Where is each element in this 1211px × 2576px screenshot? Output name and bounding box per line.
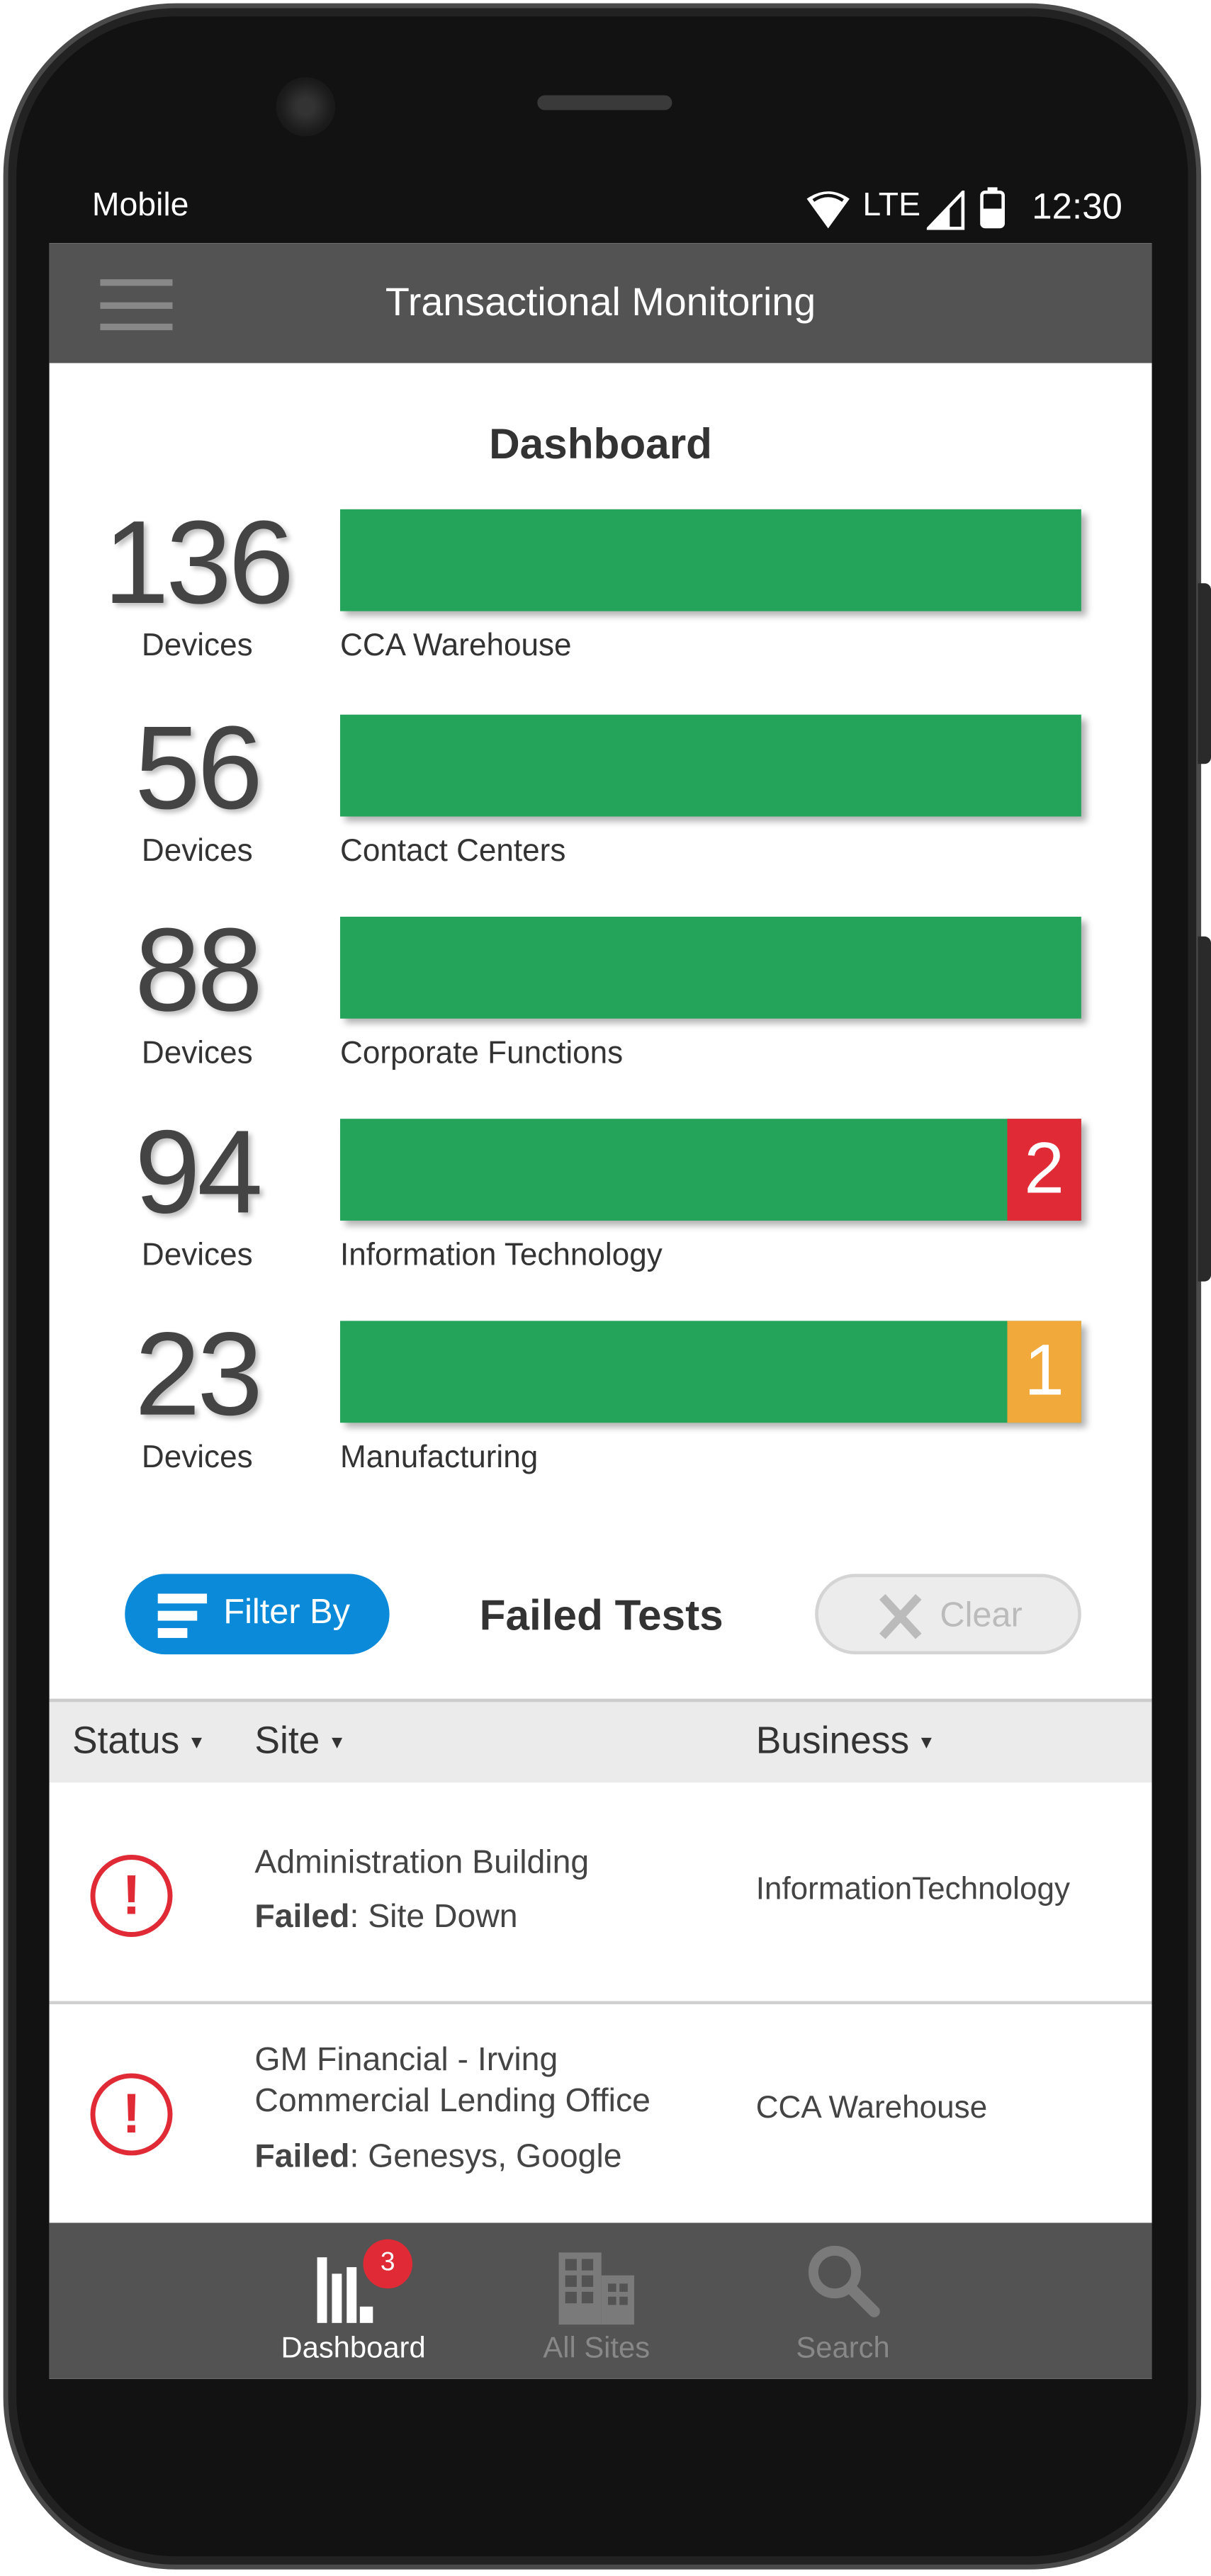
group-name: Information Technology	[340, 1238, 663, 1274]
business-name: InformationTechnology	[755, 1872, 1071, 1908]
filter-icon	[157, 1593, 208, 1638]
site-name: GM Financial - Irving	[254, 2042, 558, 2079]
clear-button[interactable]: Clear	[815, 1574, 1081, 1655]
business-name: CCA Warehouse	[755, 2091, 988, 2126]
app-bar: Transactional Monitoring	[49, 243, 1152, 363]
app-screen: Transactional Monitoring Dashboard 136 De…	[49, 243, 1152, 2379]
device-group-row[interactable]: 88 Devices Corporate Functions	[50, 905, 1152, 1121]
app-title: Transactional Monitoring	[385, 281, 816, 326]
filter-by-label: Filter By	[223, 1593, 350, 1632]
nav-dashboard[interactable]: 3 Dashboard	[254, 2222, 451, 2378]
column-site[interactable]: Site ▼	[254, 1718, 347, 1761]
column-status[interactable]: Status ▼	[72, 1718, 206, 1761]
group-name: Manufacturing	[340, 1440, 539, 1476]
group-name: Corporate Functions	[340, 1036, 624, 1071]
device-group-row[interactable]: 94 Devices 2 Information Technology	[50, 1107, 1152, 1323]
health-bar	[340, 509, 1081, 611]
table-row[interactable]: ! GM Financial - Irving Commercial Lendi…	[49, 2004, 1152, 2223]
failed-tests-title: Failed Tests	[479, 1590, 723, 1640]
bar-chart-icon	[317, 2257, 373, 2323]
search-icon	[808, 2245, 880, 2317]
wifi-icon	[806, 191, 850, 229]
speaker-grille	[537, 95, 672, 111]
power-button	[1198, 936, 1211, 1282]
bottom-nav: 3 Dashboard All Sites Search	[49, 2222, 1152, 2379]
devices-label: Devices	[141, 1036, 253, 1071]
group-name: Contact Centers	[340, 835, 566, 869]
front-camera	[276, 77, 336, 137]
notification-badge: 3	[363, 2239, 413, 2289]
devices-label: Devices	[141, 835, 253, 869]
battery-icon	[980, 187, 1006, 229]
network-label: LTE	[862, 187, 921, 224]
buildings-icon	[558, 2252, 635, 2325]
nav-label: Search	[796, 2331, 890, 2364]
group-name: CCA Warehouse	[340, 629, 572, 664]
device-group-row[interactable]: 56 Devices Contact Centers	[50, 703, 1152, 919]
column-business[interactable]: Business ▼	[755, 1718, 935, 1761]
caret-down-icon: ▼	[917, 1733, 935, 1753]
device-count: 56	[135, 703, 263, 835]
signal-icon	[926, 190, 965, 230]
volume-button	[1198, 583, 1211, 764]
error-icon: !	[90, 1855, 173, 1937]
site-name: Administration Building	[254, 1845, 590, 1882]
devices-label: Devices	[141, 629, 253, 664]
failed-detail: Failed: Site Down	[254, 1899, 518, 1936]
error-icon: !	[90, 2073, 173, 2156]
table-header: Status ▼ Site ▼ Business ▼	[49, 1698, 1152, 1783]
nav-label: All Sites	[543, 2331, 650, 2364]
nav-all-sites[interactable]: All Sites	[498, 2222, 695, 2378]
devices-label: Devices	[141, 1440, 253, 1476]
nav-label: Dashboard	[281, 2331, 426, 2364]
hamburger-icon[interactable]	[89, 266, 184, 339]
clear-label: Clear	[940, 1596, 1023, 1635]
site-name-line2: Commercial Lending Office	[254, 2083, 650, 2120]
health-bar: 1	[340, 1321, 1081, 1423]
clock: 12:30	[1032, 186, 1122, 227]
device-count: 94	[135, 1107, 263, 1239]
dashboard-title: Dashboard	[489, 419, 713, 468]
close-icon	[879, 1594, 922, 1639]
table-row[interactable]: ! Administration Building Failed: Site D…	[49, 1783, 1152, 2005]
alert-count-badge: 1	[1007, 1321, 1081, 1423]
failed-detail: Failed: Genesys, Google	[254, 2139, 622, 2176]
device-group-row[interactable]: 23 Devices 1 Manufacturing	[50, 1309, 1152, 1525]
carrier-label: Mobile	[91, 187, 189, 224]
alert-count-badge: 2	[1007, 1119, 1081, 1221]
caret-down-icon: ▼	[187, 1733, 206, 1753]
health-bar	[340, 916, 1081, 1019]
health-bar	[340, 714, 1081, 817]
device-count: 136	[103, 497, 294, 630]
device-count: 23	[135, 1309, 263, 1441]
caret-down-icon: ▼	[327, 1733, 347, 1753]
device-group-row[interactable]: 136 Devices CCA Warehouse	[50, 498, 1152, 713]
devices-label: Devices	[141, 1238, 253, 1274]
nav-search[interactable]: Search	[744, 2222, 941, 2378]
health-bar: 2	[340, 1119, 1081, 1221]
device-count: 88	[135, 905, 263, 1037]
filter-by-button[interactable]: Filter By	[125, 1574, 390, 1655]
